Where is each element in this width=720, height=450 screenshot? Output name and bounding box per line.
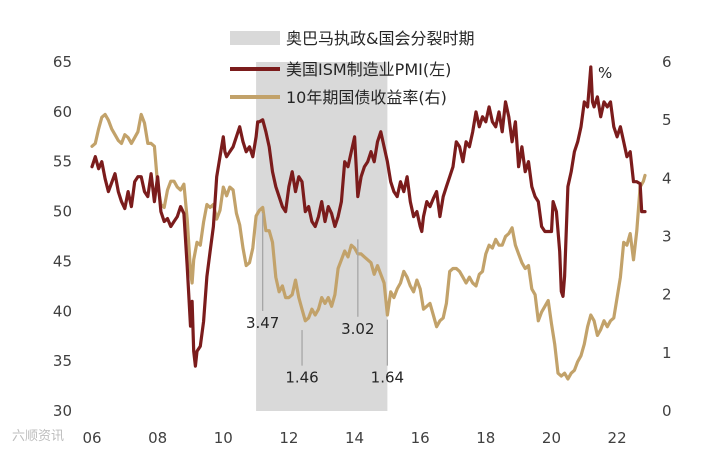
shaded-period-band [256, 62, 388, 411]
legend-label-shaded-period: 奥巴马执政&国会分裂时期 [286, 29, 474, 48]
y-left-tick-label: 30 [53, 402, 72, 420]
y-right-tick-label: 2 [662, 286, 672, 304]
right-axis-unit-label: % [598, 64, 612, 82]
legend-label-pmi: 美国ISM制造业PMI(左) [286, 60, 451, 79]
x-tick-label: 18 [476, 429, 495, 447]
y-right-tick-label: 0 [662, 402, 672, 420]
x-tick-label: 12 [279, 429, 298, 447]
y-right-tick-label: 4 [662, 169, 672, 187]
x-tick-label: 20 [542, 429, 561, 447]
x-tick-label: 08 [148, 429, 167, 447]
annotation-label: 3.47 [246, 314, 279, 332]
y-right-tick-label: 1 [662, 344, 672, 362]
x-tick-label: 10 [214, 429, 233, 447]
y-right-tick-label: 6 [662, 53, 672, 71]
y-left-tick-label: 45 [53, 252, 72, 270]
watermark-text: 六顺资讯 [12, 429, 64, 444]
legend-label-yield: 10年期国债收益率(右) [286, 88, 447, 107]
legend-swatch-shaded-period [230, 31, 280, 45]
y-left-tick-label: 65 [53, 53, 72, 71]
y-left-tick-label: 55 [53, 153, 72, 171]
x-tick-label: 06 [82, 429, 101, 447]
y-left-tick-label: 50 [53, 203, 72, 221]
series-line-pmi [90, 65, 647, 368]
y-right-tick-label: 5 [662, 111, 672, 129]
y-left-tick-label: 35 [53, 352, 72, 370]
x-tick-label: 22 [608, 429, 627, 447]
annotation-label: 1.64 [371, 369, 404, 387]
y-right-tick-label: 3 [662, 228, 672, 246]
y-left-tick-label: 40 [53, 302, 72, 320]
y-left-tick-label: 60 [53, 103, 72, 121]
x-tick-label: 16 [411, 429, 430, 447]
annotation-label: 3.02 [341, 320, 374, 338]
x-tick-label: 14 [345, 429, 364, 447]
series-line-yield [90, 112, 647, 381]
annotation-label: 1.46 [285, 369, 318, 387]
